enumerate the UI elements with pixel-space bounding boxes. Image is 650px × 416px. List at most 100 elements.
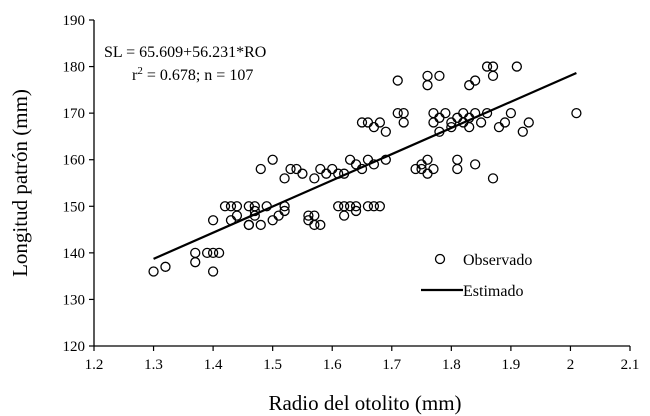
observed-point	[422, 168, 433, 179]
observed-point	[398, 117, 409, 128]
observed-point	[190, 257, 201, 268]
observed-point	[315, 163, 326, 175]
regression-equation: SL = 65.609+56.231*RO	[104, 44, 266, 61]
y-tick-label: 130	[63, 292, 86, 308]
legend-estimated-label: Estimado	[463, 283, 523, 300]
observed-point	[279, 173, 290, 184]
observed-point	[231, 201, 243, 212]
y-tick-label: 120	[63, 339, 86, 355]
estimated-line	[153, 71, 577, 260]
observed-point	[571, 107, 582, 119]
observed-point	[231, 210, 243, 221]
observed-point	[481, 61, 493, 72]
observed-point	[380, 126, 391, 137]
observed-point	[202, 247, 213, 259]
x-tick-label: 1.6	[323, 357, 342, 373]
observed-point	[452, 154, 463, 165]
observed-point	[273, 210, 284, 221]
observed-point	[219, 201, 231, 212]
observed-point	[470, 159, 481, 170]
r-label: r	[132, 67, 138, 84]
observed-point	[428, 117, 439, 128]
observed-point	[344, 201, 356, 212]
observed-point	[207, 215, 219, 226]
observed-point	[499, 117, 511, 128]
observed-point	[392, 107, 403, 119]
observed-point	[255, 163, 266, 175]
observed-point	[374, 201, 386, 212]
observed-point	[160, 261, 171, 272]
observed-point	[374, 117, 386, 128]
observed-point	[207, 266, 219, 277]
x-axis-title: Radio del otolito (mm)	[268, 391, 461, 415]
y-tick-label: 180	[63, 60, 86, 76]
observed-point	[291, 163, 302, 175]
observed-point	[356, 117, 368, 128]
observed-point	[487, 173, 499, 184]
observed-point	[428, 107, 439, 119]
observed-point	[350, 201, 362, 212]
observed-point	[464, 80, 475, 91]
y-tick-label: 140	[63, 246, 86, 262]
observed-point	[475, 117, 487, 128]
observed-points	[148, 61, 582, 277]
observed-point	[207, 247, 219, 259]
x-tick-label: 1.8	[442, 357, 461, 373]
x-tick-label: 1.9	[502, 357, 521, 373]
observed-point	[368, 121, 380, 133]
observed-point	[255, 219, 266, 231]
legend: Observado Estimado	[421, 252, 532, 300]
observed-point	[309, 210, 320, 221]
observed-point	[511, 61, 522, 72]
observed-point	[422, 70, 433, 82]
observed-point	[487, 70, 499, 82]
observed-point	[434, 70, 445, 82]
observed-point	[493, 121, 505, 133]
observed-point	[333, 201, 344, 212]
y-axis-title: Longitud patrón (mm)	[8, 89, 32, 277]
observed-point	[190, 247, 201, 259]
x-tick-label: 2.1	[621, 357, 640, 373]
observed-point	[434, 112, 445, 123]
observed-point	[362, 201, 374, 212]
observed-point	[362, 117, 374, 128]
observed-point	[523, 117, 534, 128]
observed-point	[422, 154, 433, 165]
observed-point	[422, 80, 433, 91]
observed-point	[297, 168, 308, 179]
observed-point	[517, 126, 528, 137]
observed-point	[315, 219, 326, 231]
x-tick-label: 1.2	[85, 357, 104, 373]
r-squared-exponent: 2	[137, 65, 143, 77]
observed-point	[368, 201, 380, 212]
ticks: 1.2 1.3 1.4 1.5 1.6 1.7 1.8 1.9 2 2.1 120 130 140 150…	[63, 13, 640, 373]
observed-point	[279, 205, 290, 217]
observed-point	[392, 75, 403, 86]
y-tick-label: 170	[63, 106, 86, 122]
observed-point	[285, 163, 296, 175]
y-tick-label: 160	[63, 153, 86, 169]
observed-point	[464, 121, 475, 133]
x-tick-label: 1.3	[144, 357, 163, 373]
legend-observed-label: Observado	[463, 252, 532, 269]
observed-point	[428, 163, 439, 175]
axes	[93, 20, 630, 347]
observed-point	[267, 154, 278, 165]
y-tick-label: 190	[63, 13, 86, 29]
observed-point	[452, 163, 463, 175]
observed-point	[344, 154, 356, 165]
y-tick-label: 150	[63, 199, 86, 215]
observed-point	[148, 266, 159, 277]
x-tick-label: 1.5	[263, 357, 282, 373]
observed-point	[398, 107, 409, 119]
observed-point	[309, 173, 320, 184]
observed-point	[303, 210, 314, 221]
observed-point	[327, 163, 338, 175]
observed-point	[213, 247, 225, 259]
observed-point	[487, 61, 499, 72]
observed-point	[225, 201, 237, 212]
observed-point	[243, 219, 254, 231]
estimated-line-group	[153, 71, 577, 260]
